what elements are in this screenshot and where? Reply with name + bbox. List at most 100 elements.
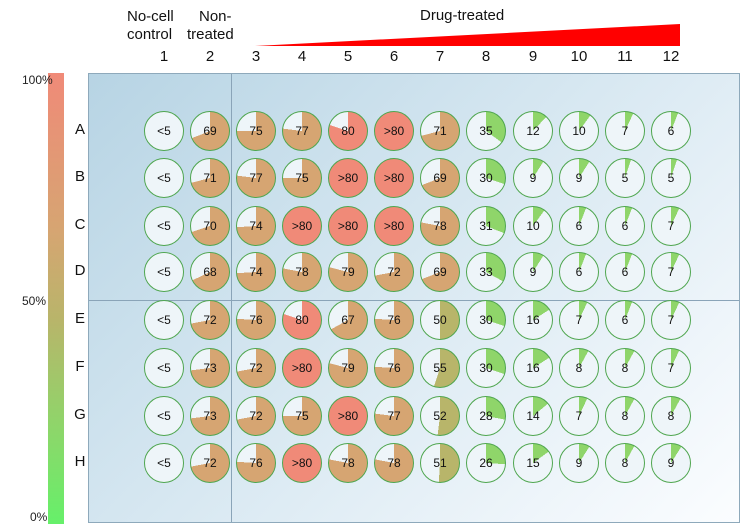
well-E10[interactable]: 7	[559, 300, 599, 340]
well-A3[interactable]: 75	[236, 111, 276, 151]
well-E9[interactable]: 16	[513, 300, 553, 340]
well-E8[interactable]: 30	[466, 300, 506, 340]
well-F7[interactable]: 55	[420, 348, 460, 388]
well-B6[interactable]: >80	[374, 158, 414, 198]
well-C6[interactable]: >80	[374, 206, 414, 246]
well-E7[interactable]: 50	[420, 300, 460, 340]
well-C1[interactable]: <5	[144, 206, 184, 246]
well-E1[interactable]: <5	[144, 300, 184, 340]
well-G1[interactable]: <5	[144, 396, 184, 436]
well-C7[interactable]: 78	[420, 206, 460, 246]
well-F2[interactable]: 73	[190, 348, 230, 388]
well-C10[interactable]: 6	[559, 206, 599, 246]
well-B1[interactable]: <5	[144, 158, 184, 198]
well-value: 7	[575, 409, 583, 423]
well-D12[interactable]: 7	[651, 252, 691, 292]
well-G2[interactable]: 73	[190, 396, 230, 436]
well-D2[interactable]: 68	[190, 252, 230, 292]
well-C12[interactable]: 7	[651, 206, 691, 246]
well-A10[interactable]: 10	[559, 111, 599, 151]
well-F1[interactable]: <5	[144, 348, 184, 388]
well-A11[interactable]: 7	[605, 111, 645, 151]
well-D6[interactable]: 72	[374, 252, 414, 292]
well-A5[interactable]: 80	[328, 111, 368, 151]
well-B10[interactable]: 9	[559, 158, 599, 198]
well-C2[interactable]: 70	[190, 206, 230, 246]
well-F5[interactable]: 79	[328, 348, 368, 388]
well-A9[interactable]: 12	[513, 111, 553, 151]
well-B9[interactable]: 9	[513, 158, 553, 198]
well-E4[interactable]: 80	[282, 300, 322, 340]
well-C4[interactable]: >80	[282, 206, 322, 246]
well-H6[interactable]: 78	[374, 443, 414, 483]
well-H10[interactable]: 9	[559, 443, 599, 483]
well-B4[interactable]: 75	[282, 158, 322, 198]
well-G8[interactable]: 28	[466, 396, 506, 436]
well-H7[interactable]: 51	[420, 443, 460, 483]
well-D10[interactable]: 6	[559, 252, 599, 292]
well-D11[interactable]: 6	[605, 252, 645, 292]
well-E6[interactable]: 76	[374, 300, 414, 340]
well-D9[interactable]: 9	[513, 252, 553, 292]
well-H8[interactable]: 26	[466, 443, 506, 483]
well-A4[interactable]: 77	[282, 111, 322, 151]
well-E5[interactable]: 67	[328, 300, 368, 340]
well-G4[interactable]: 75	[282, 396, 322, 436]
well-G3[interactable]: 72	[236, 396, 276, 436]
well-D4[interactable]: 78	[282, 252, 322, 292]
well-F10[interactable]: 8	[559, 348, 599, 388]
well-H12[interactable]: 9	[651, 443, 691, 483]
well-A7[interactable]: 71	[420, 111, 460, 151]
well-A12[interactable]: 6	[651, 111, 691, 151]
well-E11[interactable]: 6	[605, 300, 645, 340]
well-A2[interactable]: 69	[190, 111, 230, 151]
well-C8[interactable]: 31	[466, 206, 506, 246]
well-B3[interactable]: 77	[236, 158, 276, 198]
well-B5[interactable]: >80	[328, 158, 368, 198]
well-G12[interactable]: 8	[651, 396, 691, 436]
well-G6[interactable]: 77	[374, 396, 414, 436]
well-B7[interactable]: 69	[420, 158, 460, 198]
well-E12[interactable]: 7	[651, 300, 691, 340]
well-D5[interactable]: 79	[328, 252, 368, 292]
colorbar-bottom-label: 0%	[30, 510, 48, 524]
well-C9[interactable]: 10	[513, 206, 553, 246]
well-B11[interactable]: 5	[605, 158, 645, 198]
well-H4[interactable]: >80	[282, 443, 322, 483]
well-H9[interactable]: 15	[513, 443, 553, 483]
well-D3[interactable]: 74	[236, 252, 276, 292]
well-H11[interactable]: 8	[605, 443, 645, 483]
well-H5[interactable]: 78	[328, 443, 368, 483]
well-B2[interactable]: 71	[190, 158, 230, 198]
well-D7[interactable]: 69	[420, 252, 460, 292]
row-header-E: E	[74, 310, 85, 327]
well-F11[interactable]: 8	[605, 348, 645, 388]
well-A1[interactable]: <5	[144, 111, 184, 151]
well-D1[interactable]: <5	[144, 252, 184, 292]
well-E3[interactable]: 76	[236, 300, 276, 340]
well-B8[interactable]: 30	[466, 158, 506, 198]
well-F3[interactable]: 72	[236, 348, 276, 388]
well-G5[interactable]: >80	[328, 396, 368, 436]
well-G9[interactable]: 14	[513, 396, 553, 436]
well-C3[interactable]: 74	[236, 206, 276, 246]
well-G7[interactable]: 52	[420, 396, 460, 436]
well-A8[interactable]: 35	[466, 111, 506, 151]
well-C5[interactable]: >80	[328, 206, 368, 246]
well-A6[interactable]: >80	[374, 111, 414, 151]
well-H2[interactable]: 72	[190, 443, 230, 483]
well-B12[interactable]: 5	[651, 158, 691, 198]
well-H1[interactable]: <5	[144, 443, 184, 483]
well-E2[interactable]: 72	[190, 300, 230, 340]
well-G11[interactable]: 8	[605, 396, 645, 436]
well-D8[interactable]: 33	[466, 252, 506, 292]
well-F12[interactable]: 7	[651, 348, 691, 388]
well-G10[interactable]: 7	[559, 396, 599, 436]
well-C11[interactable]: 6	[605, 206, 645, 246]
well-F9[interactable]: 16	[513, 348, 553, 388]
well-F8[interactable]: 30	[466, 348, 506, 388]
well-F4[interactable]: >80	[282, 348, 322, 388]
well-F6[interactable]: 76	[374, 348, 414, 388]
well-H3[interactable]: 76	[236, 443, 276, 483]
well-value: 71	[433, 124, 447, 138]
